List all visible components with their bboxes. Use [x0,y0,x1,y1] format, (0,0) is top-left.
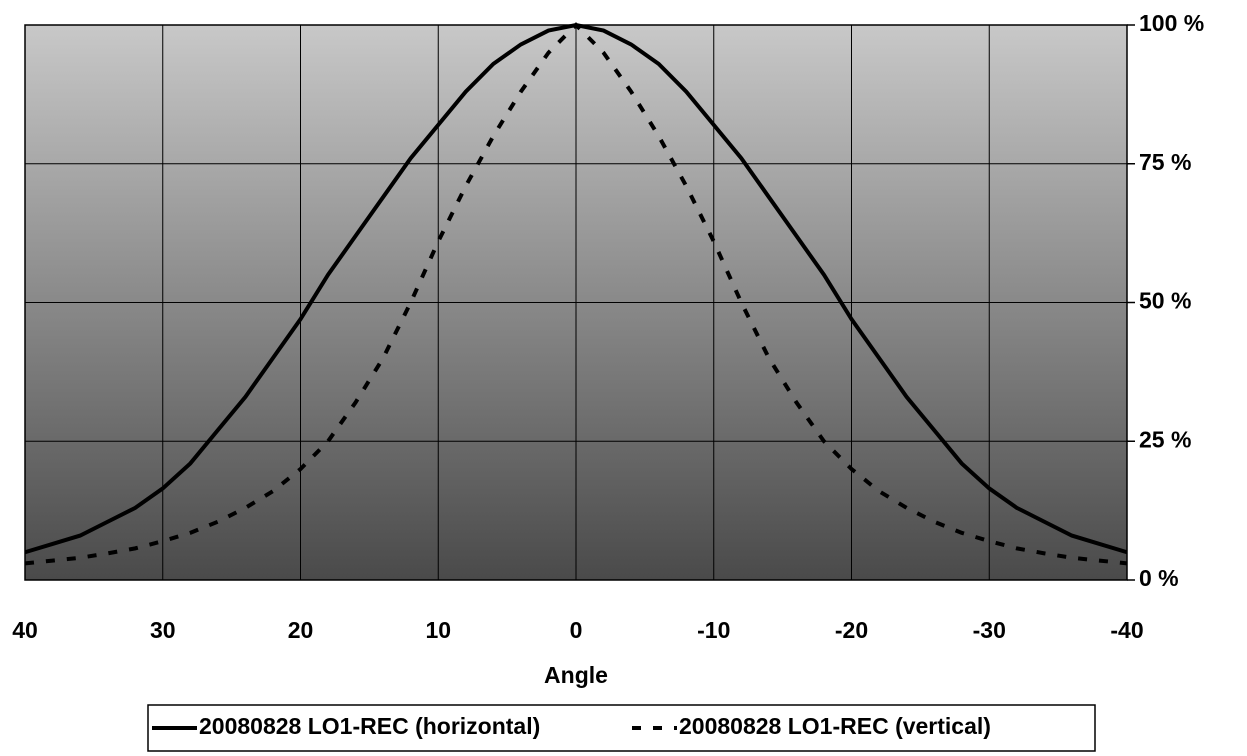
x-tick-label: 40 [12,617,38,643]
x-tick-label: 10 [425,617,451,643]
x-tick-label: 20 [288,617,314,643]
x-tick-label: -10 [697,617,730,643]
legend-label: 20080828 LO1-REC (horizontal) [199,713,540,739]
x-axis-title: Angle [544,662,608,688]
x-tick-label: -30 [973,617,1006,643]
x-tick-label: -20 [835,617,868,643]
legend-label: 20080828 LO1-REC (vertical) [679,713,991,739]
x-tick-label: 0 [570,617,583,643]
y-tick-label: 100 % [1139,10,1204,36]
x-tick-label: 30 [150,617,176,643]
x-tick-label: -40 [1110,617,1143,643]
y-tick-label: 25 % [1139,426,1191,452]
legend [147,704,1096,752]
y-tick-label: 0 % [1139,565,1179,591]
y-tick-label: 50 % [1139,288,1191,314]
y-tick-label: 75 % [1139,149,1191,175]
series-line [24,22,1128,566]
